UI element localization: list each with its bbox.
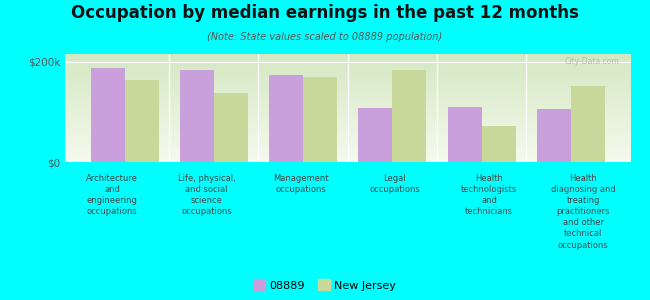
Bar (180, 70, 214, 162)
Bar (482, 126, 515, 162)
Bar (214, 93, 248, 162)
Bar (393, 70, 426, 162)
Bar (125, 80, 159, 162)
Bar (448, 107, 482, 162)
Bar (91, 68, 125, 162)
Text: Life, physical,
and social
science
occupations: Life, physical, and social science occup… (177, 174, 235, 216)
Bar (269, 75, 303, 162)
Text: Legal
occupations: Legal occupations (369, 174, 421, 194)
Bar (358, 108, 393, 162)
Text: Health
diagnosing and
treating
practitioners
and other
technical
occupations: Health diagnosing and treating practitio… (551, 174, 616, 250)
Text: Occupation by median earnings in the past 12 months: Occupation by median earnings in the pas… (71, 4, 579, 22)
Text: Management
occupations: Management occupations (273, 174, 328, 194)
Text: City-Data.com: City-Data.com (564, 57, 619, 66)
Text: Health
technologists
and
technicians: Health technologists and technicians (461, 174, 517, 216)
Bar (571, 85, 605, 162)
Bar (303, 76, 337, 162)
Text: (Note: State values scaled to 08889 population): (Note: State values scaled to 08889 popu… (207, 32, 443, 41)
Text: Architecture
and
engineering
occupations: Architecture and engineering occupations (86, 174, 138, 216)
Legend: 08889, New Jersey: 08889, New Jersey (254, 281, 396, 291)
Bar (537, 109, 571, 162)
